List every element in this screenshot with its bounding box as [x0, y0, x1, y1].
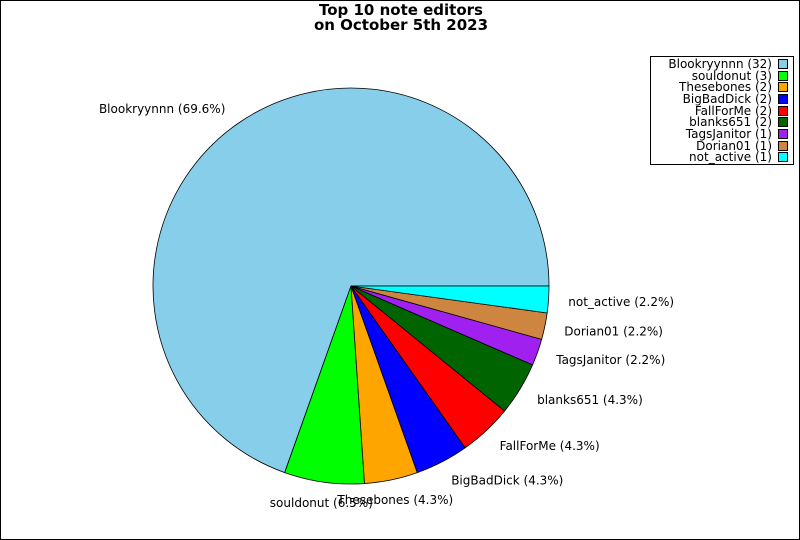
legend-swatch: [778, 117, 788, 128]
slice-label-FallForMe: FallForMe (4.3%): [500, 439, 600, 453]
legend-label: BigBadDick (2): [682, 91, 772, 106]
legend-label: FallForMe (2): [694, 103, 772, 118]
legend-swatch: [778, 82, 788, 93]
legend-entry: TagsJanitor (1): [651, 128, 793, 140]
legend-swatch: [778, 128, 788, 139]
legend-entry: FallForMe (2): [651, 105, 793, 117]
legend-label: TagsJanitor (1): [685, 126, 772, 141]
legend-entry: blanks651 (2): [651, 116, 793, 128]
legend-swatch: [778, 105, 788, 116]
legend-label: blanks651 (2): [689, 115, 772, 130]
slice-label-Dorian01: Dorian01 (2.2%): [564, 324, 663, 338]
title-line-2: on October 5th 2023: [313, 16, 489, 34]
legend-swatch: [778, 93, 788, 104]
legend-label: Thesebones (2): [679, 80, 772, 95]
legend-swatch: [778, 58, 788, 69]
slice-label-TagsJanitor: TagsJanitor (2.2%): [555, 353, 665, 367]
slice-label-not_active: not_active (2.2%): [568, 295, 674, 309]
pie-slice-Blookryynnn: [152, 87, 550, 474]
legend-swatch: [778, 140, 788, 151]
legend-entry: Thesebones (2): [651, 81, 793, 93]
legend-entry: Blookryynnn (32): [651, 58, 793, 70]
legend-swatch: [778, 152, 788, 163]
legend-label: Dorian01 (1): [696, 138, 772, 153]
legend-entry: BigBadDick (2): [651, 93, 793, 105]
slice-label-BigBadDick: BigBadDick (4.3%): [451, 473, 563, 487]
pie-slice-not_active: [350, 285, 550, 314]
legend-label: not_active (1): [689, 150, 772, 165]
legend-entry: Dorian01 (1): [651, 140, 793, 152]
legend-entry: souldonut (3): [651, 70, 793, 82]
legend-label: Blookryynnn (32): [668, 56, 772, 71]
legend-label: souldonut (3): [691, 68, 772, 83]
chart-title: Top 10 note editors on October 5th 2023: [1, 1, 799, 34]
legend-entry: not_active (1): [651, 150, 793, 165]
title-line-1: Top 10 note editors: [318, 1, 483, 19]
slice-label-Blookryynnn: Blookryynnn (69.6%): [99, 102, 225, 116]
slice-label-blanks651: blanks651 (4.3%): [537, 393, 643, 407]
slice-label-souldonut: souldonut (6.5%): [270, 496, 373, 510]
legend-swatch: [778, 70, 788, 81]
legend: Blookryynnn (32) souldonut (3) Thesebones …: [650, 56, 794, 166]
slice-label-Thesebones: Thesebones (4.3%): [336, 493, 453, 507]
